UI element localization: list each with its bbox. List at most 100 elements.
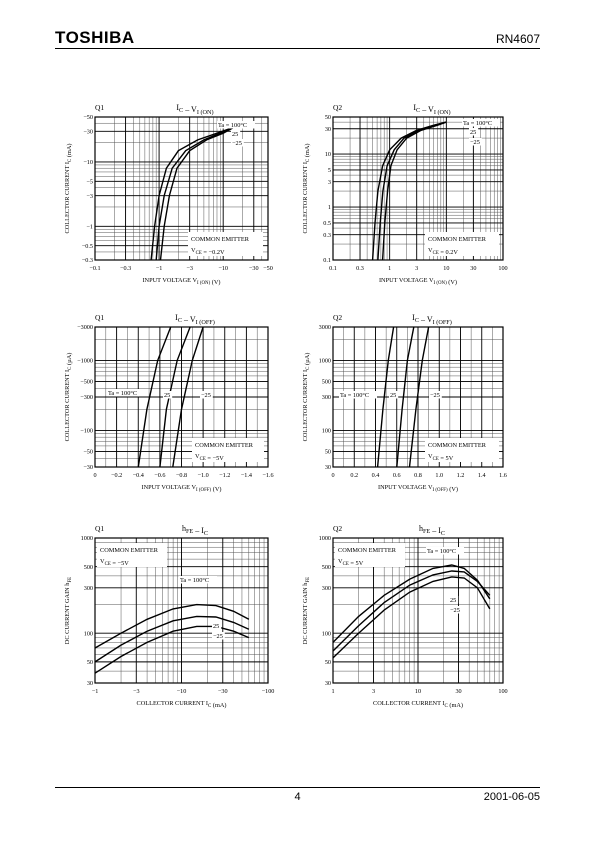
y-axis-label: DC CURRENT GAIN hFE xyxy=(302,577,311,644)
text-part: – I xyxy=(193,526,204,535)
text-part: INPUT VOLTAGE V xyxy=(142,277,197,284)
text-part: = −5V xyxy=(111,560,129,567)
y-axis-label: COLLECTOR CURRENT IC (mA) xyxy=(302,144,311,234)
series-line-0 xyxy=(150,126,235,261)
x-tick-label: 0.2 xyxy=(350,472,358,479)
text-part: (V) xyxy=(447,279,457,286)
y-axis-label: COLLECTOR CURRENT IC (mA) xyxy=(64,144,73,234)
text-subscript: I (OFF) xyxy=(433,319,452,326)
series-line-2 xyxy=(381,121,447,261)
series-label: −25 xyxy=(213,633,223,640)
text-subscript: FE xyxy=(186,528,193,535)
text-part: (mA) xyxy=(66,144,73,159)
x-axis-label: INPUT VOLTAGE VI (ON) (V) xyxy=(379,277,457,286)
text-part: h xyxy=(419,524,423,533)
series-label-bg xyxy=(462,119,500,127)
x-tick-label: 0.8 xyxy=(414,472,422,479)
series-label-bg xyxy=(449,596,459,604)
header-rule xyxy=(55,48,540,49)
text-part: COLLECTOR CURRENT I xyxy=(64,370,71,442)
y-tick-label: −3 xyxy=(86,193,93,200)
text-subscript: FE xyxy=(423,528,430,535)
series-line-0 xyxy=(332,564,491,643)
chart-title: IC – VI (ON) xyxy=(413,103,450,116)
text-subscript: C xyxy=(68,367,73,370)
device-label: Q1 xyxy=(95,524,104,533)
y-tick-label: −30 xyxy=(83,128,93,135)
info-vce: VCE = 5V xyxy=(338,558,364,567)
x-tick-label: 0.4 xyxy=(372,472,380,479)
text-subscript: CE xyxy=(105,562,111,567)
text-subscript: C xyxy=(178,317,182,324)
text-subscript: C xyxy=(441,530,445,537)
y-tick-label: −10 xyxy=(83,159,93,166)
y-tick-label: −1 xyxy=(86,224,93,231)
text-subscript: I (ON) xyxy=(197,109,214,116)
series-label: −25 xyxy=(430,392,440,399)
text-part: V xyxy=(191,247,196,254)
device-label: Q2 xyxy=(333,313,342,322)
text-part: (V) xyxy=(210,279,220,286)
y-tick-label: 500 xyxy=(322,379,331,386)
series-label-bg xyxy=(469,128,479,136)
x-tick-label: −0.8 xyxy=(176,472,187,479)
text-subscript: CE xyxy=(343,562,349,567)
text-part: (µA) xyxy=(66,353,73,367)
chart-title: IC – VI (OFF) xyxy=(412,313,452,326)
text-subscript: CE xyxy=(433,457,439,462)
x-tick-label: 1 xyxy=(331,688,334,695)
revision-date: 2001-06-05 xyxy=(483,791,540,803)
text-part: (V) xyxy=(211,486,221,493)
y-tick-label: 1000 xyxy=(319,358,331,365)
series-label-bg xyxy=(212,632,225,640)
series-line-0 xyxy=(94,603,250,649)
x-tick-label: 100 xyxy=(498,688,507,695)
info-common-emitter: COMMON EMITTER xyxy=(428,236,487,243)
y-tick-label: 0.3 xyxy=(323,232,331,239)
x-tick-label: 0.3 xyxy=(356,265,364,272)
text-part: DC CURRENT GAIN h xyxy=(64,582,71,644)
y-tick-label: 10 xyxy=(325,151,331,158)
y-tick-label: 50 xyxy=(325,659,331,666)
series-label: 25 xyxy=(450,597,456,604)
series-label: Ta = 100°C xyxy=(108,390,137,397)
x-tick-label: −1.2 xyxy=(219,472,230,479)
text-part: – V xyxy=(183,105,197,114)
text-part: = 5V xyxy=(439,455,454,462)
y-tick-label: 100 xyxy=(322,630,331,637)
text-subscript: C xyxy=(306,367,311,370)
series-label-bg xyxy=(179,576,217,584)
series-line-1 xyxy=(155,126,235,261)
x-tick-label: 10 xyxy=(443,265,449,272)
y-tick-label: −30 xyxy=(83,464,93,471)
y-tick-label: 30 xyxy=(325,464,331,471)
series-label: 25 xyxy=(390,392,396,399)
y-tick-label: 0.1 xyxy=(323,257,331,264)
text-subscript: I (OFF) xyxy=(196,488,211,493)
text-subscript: I (ON) xyxy=(434,281,448,286)
text-subscript: C xyxy=(445,704,448,709)
text-subscript: FE xyxy=(306,577,311,583)
series-label: Ta = 100°C xyxy=(180,577,209,584)
chart-title: IC – VI (OFF) xyxy=(175,313,215,326)
text-part: – V xyxy=(420,105,434,114)
text-part: – V xyxy=(419,315,433,324)
x-tick-label: 1.0 xyxy=(435,472,443,479)
x-tick-label: −50 xyxy=(263,265,273,272)
y-tick-label: 3 xyxy=(328,179,331,186)
info-vce: VCE = 5V xyxy=(428,453,454,462)
chart-c3: 0 −0.2 −0.4 −0.6 −0.8 −1.0 −1.2 −1.4 −1.6 −30 −50 −… xyxy=(64,313,274,493)
text-part: COLLECTOR CURRENT I xyxy=(302,162,309,234)
series-line-1 xyxy=(94,615,250,663)
x-tick-label: −1.4 xyxy=(241,472,252,479)
text-part: I xyxy=(175,313,178,322)
y-axis-label: COLLECTOR CURRENT IC (µA) xyxy=(302,353,311,442)
info-vce: VCE = 0.2V xyxy=(428,247,458,256)
text-part: V xyxy=(428,247,433,254)
y-tick-label: 50 xyxy=(87,659,93,666)
series-line-1 xyxy=(332,570,491,652)
text-subscript: CE xyxy=(433,251,439,256)
series-label-bg xyxy=(449,606,462,614)
y-tick-label: −100 xyxy=(80,428,93,435)
y-tick-label: −0.5 xyxy=(82,243,93,250)
